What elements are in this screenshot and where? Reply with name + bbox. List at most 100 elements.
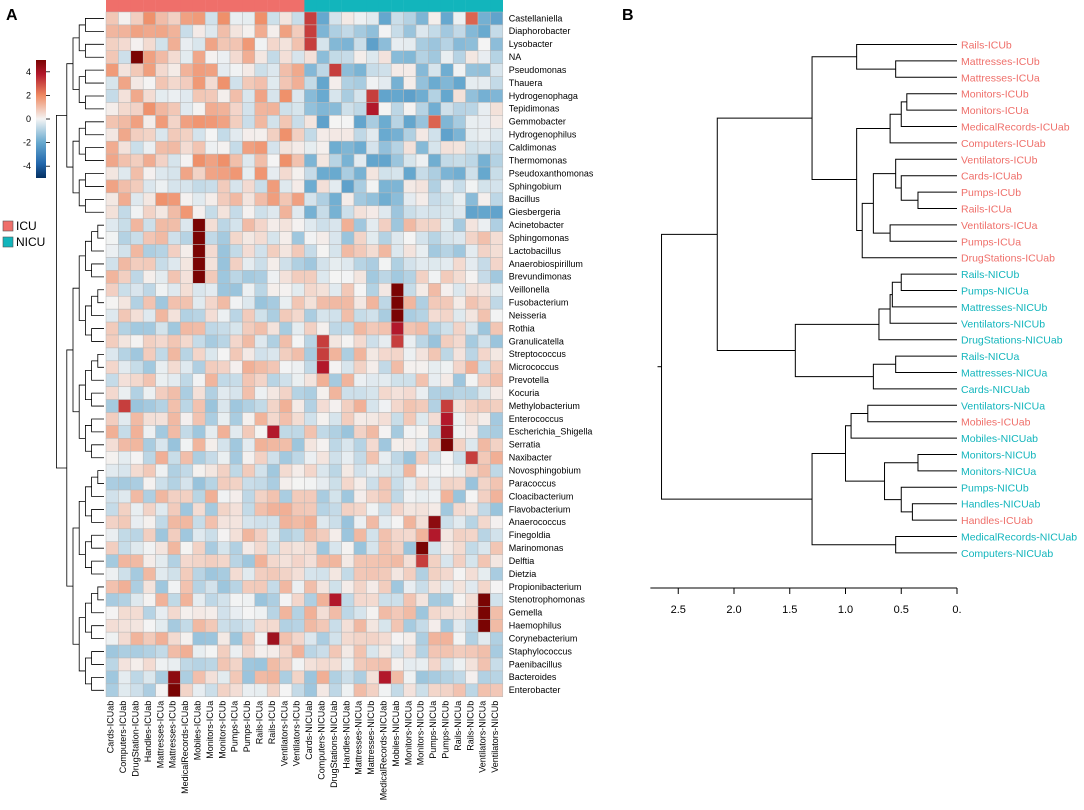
heatmap-cell — [167, 179, 181, 194]
heatmap-cell — [142, 463, 156, 478]
heatmap-cell — [452, 218, 466, 232]
heatmap-cell — [353, 502, 367, 517]
heatmap-cell — [390, 37, 404, 52]
heatmap-cell — [118, 37, 132, 52]
heatmap-cell — [229, 205, 243, 219]
heatmap-cell — [390, 476, 404, 491]
row-dendrogram-link — [91, 444, 104, 459]
heatmap-cell — [266, 386, 280, 400]
heatmap-cell — [204, 295, 218, 310]
column-label: Rails-ICUa — [254, 701, 264, 745]
heatmap-cell — [254, 567, 268, 581]
heatmap-cell — [130, 476, 144, 491]
dendrogram-leaf-label: DrugStations-ICUab — [961, 253, 1055, 265]
row-label: Gemmobacter — [509, 117, 566, 127]
heatmap-cell — [390, 166, 404, 181]
heatmap-cell — [180, 128, 194, 142]
heatmap-cell — [353, 451, 367, 465]
heatmap-cell — [477, 476, 491, 491]
heatmap-cell — [378, 205, 392, 219]
group-bar-cell — [118, 0, 131, 12]
dendrogram-leaf-label: Pumps-ICUb — [961, 187, 1021, 199]
heatmap-cell — [403, 115, 417, 129]
heatmap-cell — [279, 166, 293, 181]
heatmap-cell — [155, 76, 169, 90]
heatmap-cell — [477, 425, 491, 439]
heatmap-cell — [304, 102, 318, 116]
heatmap-cell — [452, 618, 466, 633]
dendrogram-leaf-label: Handles-NICUab — [961, 499, 1041, 511]
heatmap-cell — [105, 644, 119, 659]
heatmap-cell — [415, 399, 429, 413]
dendrogram-axis-tick-label: 0. — [952, 604, 961, 616]
heatmap-cell — [204, 606, 218, 620]
heatmap-cell — [167, 399, 181, 413]
heatmap-cell — [366, 489, 380, 504]
row-dendrogram-link — [91, 509, 104, 523]
heatmap-cell — [130, 192, 144, 207]
row-dendrogram-link — [85, 305, 92, 336]
heatmap-cell — [242, 205, 256, 219]
heatmap-cell — [242, 334, 256, 349]
heatmap-cell — [118, 50, 132, 64]
heatmap-cell — [217, 321, 231, 336]
heatmap-cell — [192, 412, 206, 426]
heatmap-cell — [477, 257, 491, 271]
heatmap-cell — [328, 618, 342, 633]
heatmap-cell — [490, 360, 504, 375]
heatmap-cell — [167, 463, 181, 478]
heatmap-cell — [105, 128, 119, 142]
heatmap-cell — [105, 502, 119, 517]
heatmap-cell — [465, 399, 479, 413]
heatmap-cell — [155, 515, 169, 530]
heatmap-cell — [452, 63, 466, 77]
heatmap-cell — [353, 438, 367, 452]
heatmap-cell — [180, 644, 194, 659]
heatmap-cell — [291, 386, 305, 400]
row-dendrogram-link — [85, 173, 104, 187]
heatmap-cell — [428, 153, 442, 168]
heatmap-cell — [304, 295, 318, 310]
heatmap-cell — [130, 502, 144, 517]
heatmap-cell — [167, 295, 181, 310]
heatmap-cell — [229, 37, 243, 52]
heatmap-cell — [142, 476, 156, 491]
heatmap-cell — [316, 24, 330, 39]
heatmap-cell — [452, 451, 466, 465]
heatmap-cell — [254, 140, 268, 155]
heatmap-cell — [180, 295, 194, 310]
heatmap-cell — [192, 373, 206, 387]
heatmap-cell — [167, 89, 181, 103]
heatmap-cell — [452, 683, 466, 698]
heatmap-cell — [415, 580, 429, 594]
heatmap-cell — [440, 270, 454, 284]
heatmap-cell — [279, 102, 293, 116]
heatmap-cell — [242, 567, 256, 581]
heatmap-cell — [316, 89, 330, 103]
heatmap-cell — [428, 580, 442, 594]
heatmap-cell — [167, 218, 181, 232]
heatmap-cell — [105, 347, 119, 362]
heatmap-cell — [204, 489, 218, 504]
heatmap-cell — [440, 438, 454, 452]
heatmap-cell — [403, 670, 417, 685]
heatmap-cell — [490, 373, 504, 387]
heatmap-cell — [316, 386, 330, 400]
heatmap-cell — [353, 554, 367, 568]
row-dendrogram-link — [85, 425, 92, 452]
row-dendrogram-link — [85, 541, 92, 568]
heatmap-cell — [130, 115, 144, 129]
group-bar-cell — [354, 0, 367, 12]
heatmap-cell — [155, 50, 169, 64]
heatmap-cell — [316, 102, 330, 116]
heatmap-cell — [229, 308, 243, 323]
heatmap-cell — [192, 683, 206, 698]
heatmap-cell — [130, 11, 144, 26]
heatmap-cell — [428, 567, 442, 581]
column-label: MedicalRecords-NICUab — [378, 701, 388, 801]
heatmap-cell — [490, 166, 504, 181]
heatmap-cell — [279, 244, 293, 258]
heatmap-cell — [155, 128, 169, 142]
heatmap-cell — [490, 554, 504, 568]
heatmap-cell — [279, 425, 293, 439]
